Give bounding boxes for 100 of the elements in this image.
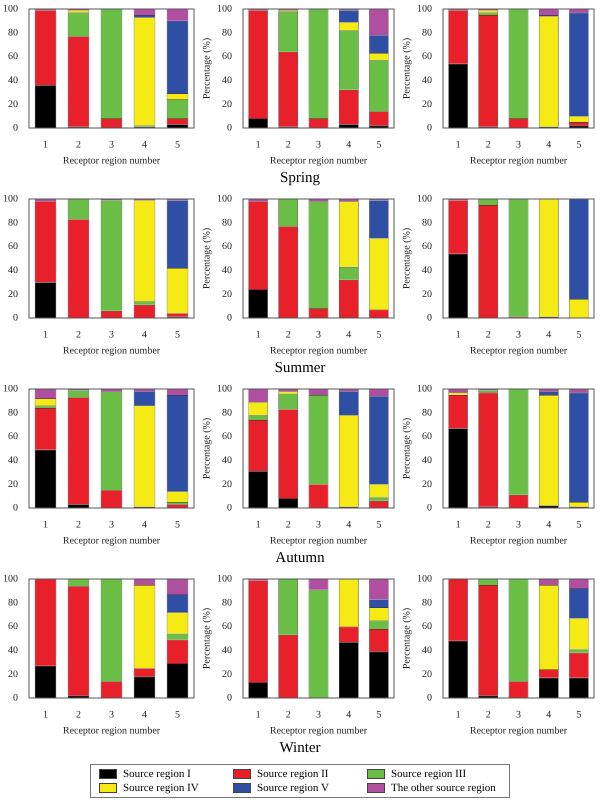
x-tick-label: 4 xyxy=(142,710,147,721)
y-tick-label: 0 xyxy=(227,122,232,134)
y-tick-label: 40 xyxy=(8,645,18,656)
y-tick-label: 80 xyxy=(222,27,232,38)
y-tick-label: 20 xyxy=(422,668,432,680)
legend-label: Source region V xyxy=(256,782,330,794)
x-axis-title: Receptor region number xyxy=(62,346,161,357)
x-tick-label: 2 xyxy=(486,520,491,531)
y-tick-label: 0 xyxy=(227,502,232,514)
x-axis-title: Receptor region number xyxy=(62,726,161,737)
y-tick-label: 40 xyxy=(422,265,432,276)
y-tick-label: 0 xyxy=(227,312,232,324)
text: Spring xyxy=(278,169,321,188)
y-tick-label: 20 xyxy=(222,668,232,680)
y-tick-label: 100 xyxy=(417,574,432,585)
x-tick-label: 3 xyxy=(316,140,321,151)
x-tick-label: 2 xyxy=(76,330,81,341)
x-tick-label: 5 xyxy=(576,710,582,721)
x-tick-label: 4 xyxy=(346,520,352,531)
y-tick-label: 40 xyxy=(8,455,18,466)
x-axis-title: Receptor region number xyxy=(470,726,568,737)
x-tick-label: 5 xyxy=(576,140,582,151)
x-tick-label: 2 xyxy=(76,520,81,531)
y-tick-label: 100 xyxy=(3,194,18,205)
y-axis-title: Percentage (%) xyxy=(202,418,213,480)
y-tick-label: 100 xyxy=(217,574,232,585)
y-tick-label: 60 xyxy=(422,431,432,442)
y-axis-title: Percentage (%) xyxy=(202,228,213,290)
y-tick-label: 0 xyxy=(13,122,18,134)
y-tick-label: 80 xyxy=(422,217,432,228)
x-tick-label: 4 xyxy=(142,330,147,341)
x-tick-label: 3 xyxy=(109,330,114,341)
y-tick-label: 60 xyxy=(8,241,18,252)
y-tick-label: 100 xyxy=(3,574,18,585)
y-tick-label: 80 xyxy=(8,27,18,38)
legend-label: The other source region xyxy=(390,782,497,794)
x-tick-label: 1 xyxy=(43,520,48,531)
x-tick-label: 5 xyxy=(576,520,582,531)
x-tick-label: 2 xyxy=(486,710,491,721)
x-tick-label: 4 xyxy=(142,140,147,151)
x-axis-title: Receptor region number xyxy=(62,156,161,167)
y-tick-label: 100 xyxy=(417,384,432,395)
y-axis-title: Percentage (%) xyxy=(402,38,413,100)
x-tick-label: 2 xyxy=(486,330,491,341)
x-tick-label: 3 xyxy=(516,520,521,531)
y-tick-label: 20 xyxy=(222,288,232,300)
legend-label: Source region II xyxy=(256,768,330,780)
y-axis-title: Percentage (%) xyxy=(402,228,413,290)
x-axis-title: Receptor region number xyxy=(270,726,368,737)
y-tick-label: 100 xyxy=(217,384,232,395)
text: Winter xyxy=(278,739,322,758)
x-tick-label: 3 xyxy=(316,520,321,531)
y-tick-label: 100 xyxy=(417,4,432,15)
x-tick-label: 1 xyxy=(43,140,48,151)
y-tick-label: 20 xyxy=(8,478,18,490)
y-tick-label: 40 xyxy=(222,75,232,86)
y-axis-title: Percentage (%) xyxy=(402,608,413,670)
y-tick-label: 80 xyxy=(8,597,18,608)
y-tick-label: 60 xyxy=(422,241,432,252)
x-tick-label: 4 xyxy=(546,140,552,151)
y-tick-label: 40 xyxy=(8,265,18,276)
y-tick-label: 100 xyxy=(3,4,18,15)
y-axis-title: Percentage (%) xyxy=(202,608,213,670)
y-tick-label: 20 xyxy=(8,98,18,110)
x-tick-label: 3 xyxy=(109,520,114,531)
x-tick-label: 1 xyxy=(256,520,261,531)
x-tick-label: 3 xyxy=(516,330,521,341)
x-tick-label: 2 xyxy=(286,140,291,151)
y-tick-label: 60 xyxy=(422,621,432,632)
x-axis-title: Receptor region number xyxy=(270,156,368,167)
x-tick-label: 3 xyxy=(109,140,114,151)
y-tick-label: 60 xyxy=(222,431,232,442)
x-axis-title: Receptor region number xyxy=(62,536,161,547)
x-tick-label: 3 xyxy=(516,140,521,151)
y-tick-label: 0 xyxy=(427,122,432,134)
x-tick-label: 3 xyxy=(516,710,521,721)
x-tick-label: 5 xyxy=(175,140,180,151)
y-tick-label: 40 xyxy=(222,455,232,466)
y-tick-label: 0 xyxy=(227,692,232,704)
x-tick-label: 1 xyxy=(456,520,461,531)
y-tick-label: 40 xyxy=(222,645,232,656)
x-tick-label: 1 xyxy=(43,710,48,721)
y-tick-label: 100 xyxy=(217,4,232,15)
y-tick-label: 0 xyxy=(427,692,432,704)
x-tick-label: 1 xyxy=(456,710,461,721)
x-tick-label: 5 xyxy=(175,710,180,721)
y-tick-label: 100 xyxy=(417,194,432,205)
x-tick-label: 2 xyxy=(486,140,491,151)
x-tick-label: 4 xyxy=(546,710,552,721)
y-tick-label: 0 xyxy=(13,502,18,514)
y-tick-label: 60 xyxy=(8,431,18,442)
x-tick-label: 3 xyxy=(316,710,321,721)
x-tick-label: 5 xyxy=(376,330,382,341)
y-tick-label: 60 xyxy=(422,51,432,62)
y-tick-label: 40 xyxy=(422,75,432,86)
y-tick-label: 40 xyxy=(422,645,432,656)
x-axis-title: Receptor region number xyxy=(470,346,568,357)
legend-label: Source region IV xyxy=(122,782,200,794)
x-tick-label: 4 xyxy=(546,330,552,341)
y-tick-label: 0 xyxy=(427,312,432,324)
